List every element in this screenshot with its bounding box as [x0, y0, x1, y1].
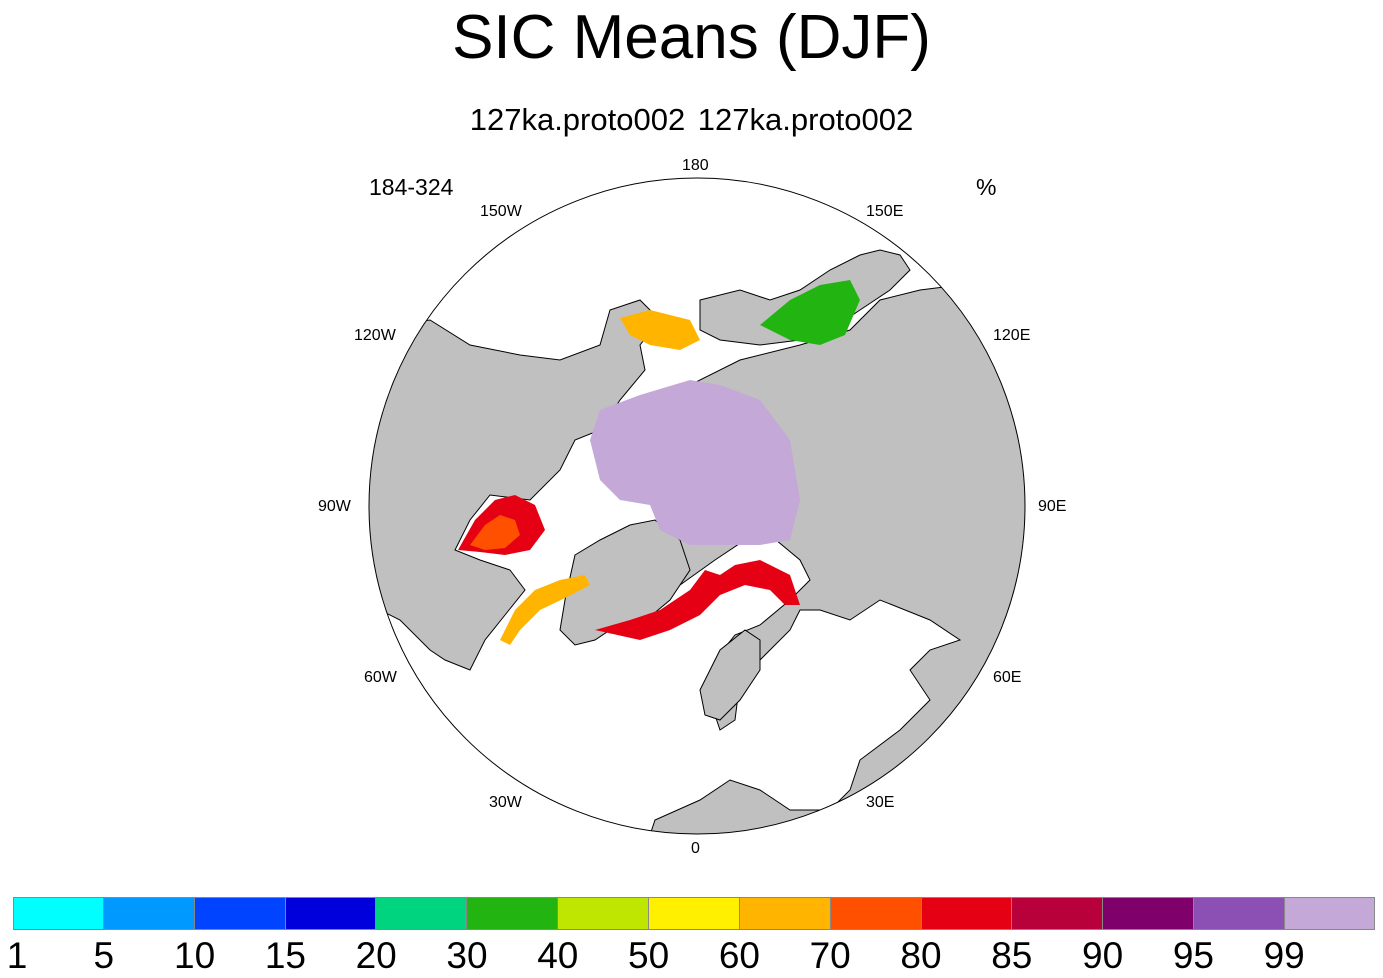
sea-ice-central-arctic [590, 380, 800, 545]
colorbar-swatch [103, 897, 195, 930]
colorbar-swatch [649, 897, 740, 930]
sea-ice-barents [595, 560, 800, 640]
map-subtitle: 127ka.proto002 127ka.proto002 [469, 102, 914, 137]
colorbar-label: 90 [1082, 935, 1124, 976]
sea-ice-okhotsk [760, 280, 860, 345]
lon-label-120w: 120W [354, 327, 396, 344]
colorbar-label: 10 [174, 935, 216, 976]
map-boundary [368, 177, 1026, 835]
colorbar-label: 95 [1172, 935, 1214, 976]
lon-label-120e: 120E [993, 327, 1031, 344]
lon-label-30w: 30W [489, 794, 522, 811]
colorbar-label: 1 [6, 935, 28, 976]
colorbar-swatch [739, 897, 831, 930]
lon-label-90e: 90E [1038, 498, 1067, 515]
colorbar-label: 40 [537, 935, 579, 976]
colorbar-label: 60 [718, 935, 760, 976]
colorbar-swatch [830, 897, 922, 930]
colorbar-label: 99 [1263, 935, 1305, 976]
units-label: % [976, 174, 997, 200]
sea-ice-hudson-bay-inner [470, 515, 520, 550]
colorbar-swatch [194, 897, 286, 930]
colorbar-swatch [1012, 897, 1104, 930]
map-title: SIC Means (DJF) [452, 3, 931, 72]
sea-ice-bering [620, 310, 700, 350]
land-north-america [369, 299, 661, 671]
colorbar-swatch [921, 897, 1013, 930]
colorbar-swatch [285, 897, 377, 930]
colorbar-swatch [13, 897, 104, 930]
colorbar-label: 80 [900, 935, 942, 976]
colorbar-swatch [558, 897, 650, 930]
lon-label-60e: 60E [993, 669, 1022, 686]
colorbar-label: 30 [446, 935, 488, 976]
colorbar-swatch [467, 897, 559, 930]
colorbar-label: 85 [991, 935, 1033, 976]
colorbar-swatch [376, 897, 468, 930]
land-scandinavia [699, 629, 761, 721]
lon-label-150e: 150E [866, 203, 904, 220]
colorbar-label: 20 [355, 935, 397, 976]
time-range-label: 184-324 [369, 174, 454, 200]
colorbar-swatch [1285, 897, 1375, 930]
colorbar-swatch [1194, 897, 1286, 930]
lon-label-180: 180 [682, 157, 709, 174]
colorbar-label: 70 [809, 935, 851, 976]
lon-label-30e: 30E [866, 794, 895, 811]
lon-label-90w: 90W [318, 498, 351, 515]
colorbar-label: 50 [628, 935, 670, 976]
sea-ice-labrador [500, 575, 590, 645]
colorbar-label: 15 [264, 935, 306, 976]
lon-label-150w: 150W [480, 203, 522, 220]
colorbar-swatch [1103, 897, 1195, 930]
colorbar-label: 5 [93, 935, 115, 976]
lon-label-60w: 60W [364, 669, 397, 686]
colorbar [13, 897, 1375, 930]
lon-label-0: 0 [691, 840, 700, 857]
